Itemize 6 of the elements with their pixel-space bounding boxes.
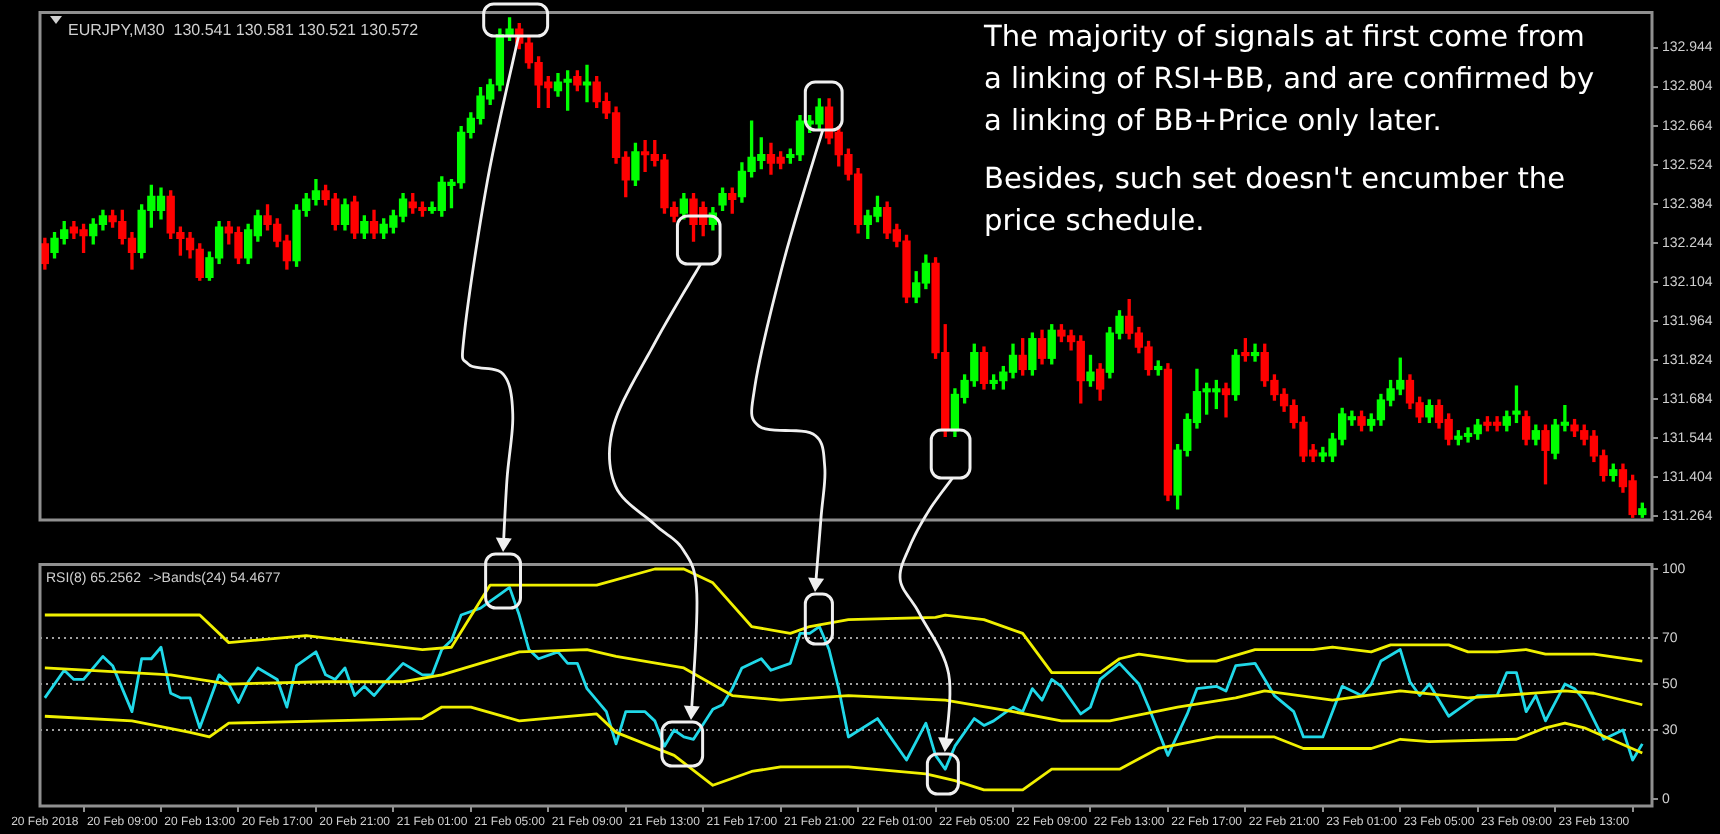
- annotation: The majority of signals at first come from a linking of RSI+BB, and are confirmed by a linking of BB+Price only later.: [984, 20, 1597, 142]
- candlestick: [1250, 343, 1260, 362]
- candlestick: [582, 64, 592, 103]
- candlestick: [1221, 382, 1231, 418]
- text: EURJPY,M30 130.541 130.581 130.521 130.572: [68, 20, 420, 39]
- annotation: Besides, such set doesn't encumber the price schedule.: [984, 162, 1568, 242]
